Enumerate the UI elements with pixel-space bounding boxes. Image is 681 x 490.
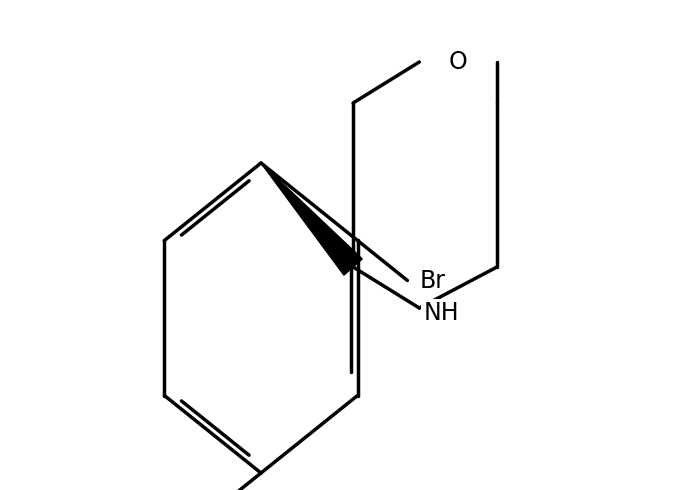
Text: O: O: [449, 50, 468, 74]
Polygon shape: [261, 163, 362, 275]
Text: Br: Br: [419, 269, 445, 293]
Text: NH: NH: [424, 301, 459, 325]
